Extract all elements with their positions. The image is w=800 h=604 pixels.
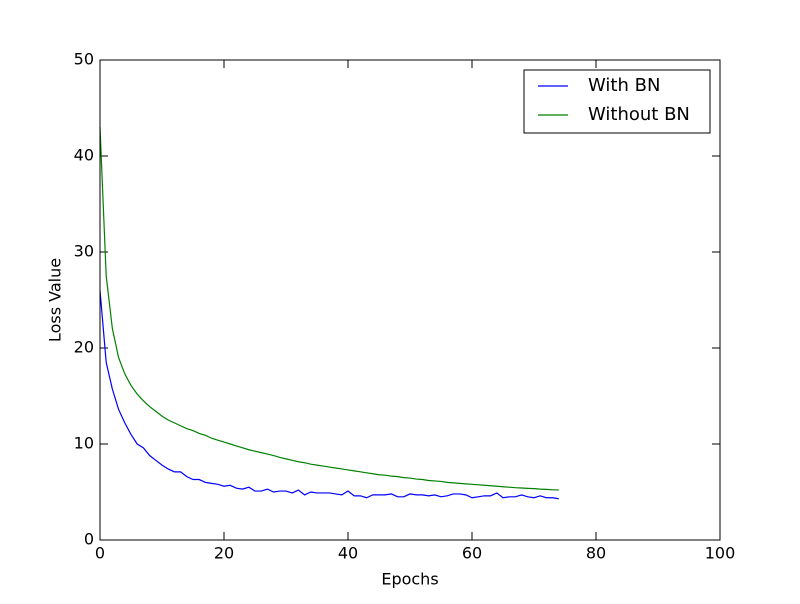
x-tick-label: 40 <box>338 544 358 563</box>
y-tick-label: 40 <box>74 146 94 165</box>
y-tick-label: 50 <box>74 50 94 69</box>
x-tick-label: 80 <box>586 544 606 563</box>
legend-box <box>523 69 711 134</box>
x-axis-label: Epochs <box>381 570 438 589</box>
legend-label: With BN <box>588 75 660 96</box>
legend-label: Without BN <box>588 104 690 125</box>
y-axis-label: Loss Value <box>46 258 65 342</box>
plot-frame <box>99 59 721 541</box>
data-line <box>99 127 559 491</box>
x-tick-label: 20 <box>214 544 234 563</box>
x-tick-label: 0 <box>95 544 105 563</box>
y-tick-label: 30 <box>74 242 94 261</box>
y-tick-label: 10 <box>74 434 94 453</box>
y-tick-label: 20 <box>74 338 94 357</box>
x-tick-label: 100 <box>705 544 736 563</box>
y-tick-label: 0 <box>84 530 94 549</box>
x-tick-label: 60 <box>462 544 482 563</box>
data-line <box>99 290 559 500</box>
